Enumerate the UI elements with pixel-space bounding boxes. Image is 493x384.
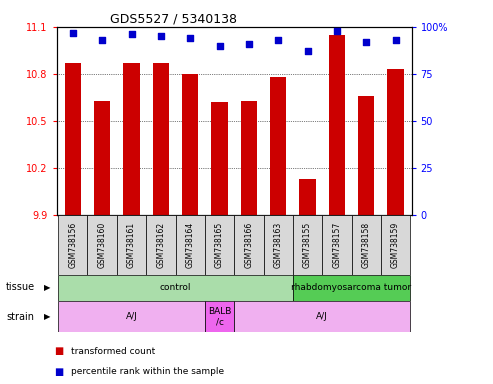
Text: rhabdomyosarcoma tumor: rhabdomyosarcoma tumor — [291, 283, 412, 293]
Point — [157, 33, 165, 40]
Bar — [123, 63, 140, 215]
Bar — [87, 215, 117, 275]
Point — [98, 37, 106, 43]
Point — [304, 48, 312, 55]
Text: GSM738166: GSM738166 — [245, 222, 253, 268]
Text: GSM738162: GSM738162 — [156, 222, 165, 268]
Text: GDS5527 / 5340138: GDS5527 / 5340138 — [110, 13, 237, 26]
Bar — [153, 63, 169, 215]
Text: A/J: A/J — [317, 312, 328, 321]
Text: tissue: tissue — [6, 282, 35, 292]
Text: GSM738165: GSM738165 — [215, 222, 224, 268]
Bar — [234, 215, 264, 275]
Text: GSM738159: GSM738159 — [391, 222, 400, 268]
Point — [245, 41, 253, 47]
Text: GSM738156: GSM738156 — [69, 222, 77, 268]
Point — [186, 35, 194, 41]
Point — [215, 43, 223, 49]
Point — [128, 31, 136, 38]
Bar — [387, 69, 404, 215]
Bar — [234, 301, 410, 332]
Bar — [58, 301, 205, 332]
Text: ▶: ▶ — [43, 283, 50, 292]
Bar — [117, 215, 146, 275]
Point — [362, 39, 370, 45]
Point — [274, 37, 282, 43]
Bar — [205, 215, 234, 275]
Bar — [146, 215, 176, 275]
Bar — [94, 101, 110, 215]
Bar — [211, 102, 228, 215]
Text: ■: ■ — [54, 346, 64, 356]
Text: GSM738155: GSM738155 — [303, 222, 312, 268]
Bar — [299, 179, 316, 215]
Text: transformed count: transformed count — [71, 347, 156, 356]
Bar — [270, 77, 286, 215]
Bar — [293, 275, 410, 301]
Text: control: control — [160, 283, 191, 293]
Bar — [329, 35, 345, 215]
Text: BALB
/c: BALB /c — [208, 307, 231, 326]
Bar — [182, 74, 198, 215]
Text: A/J: A/J — [126, 312, 138, 321]
Bar — [381, 215, 410, 275]
Text: percentile rank within the sample: percentile rank within the sample — [71, 367, 225, 376]
Text: ■: ■ — [54, 367, 64, 377]
Text: strain: strain — [6, 312, 34, 322]
Text: GSM738157: GSM738157 — [332, 222, 341, 268]
Text: GSM738164: GSM738164 — [186, 222, 195, 268]
Text: GSM738163: GSM738163 — [274, 222, 282, 268]
Bar — [205, 301, 234, 332]
Point — [391, 37, 399, 43]
Text: GSM738158: GSM738158 — [362, 222, 371, 268]
Text: GSM738161: GSM738161 — [127, 222, 136, 268]
Bar — [358, 96, 374, 215]
Bar — [58, 275, 293, 301]
Bar — [65, 63, 81, 215]
Point — [69, 30, 77, 36]
Point — [333, 28, 341, 34]
Bar — [58, 215, 87, 275]
Text: GSM738160: GSM738160 — [98, 222, 106, 268]
Bar — [293, 215, 322, 275]
Bar — [264, 215, 293, 275]
Bar — [241, 101, 257, 215]
Bar — [176, 215, 205, 275]
Text: ▶: ▶ — [43, 312, 50, 321]
Bar — [322, 215, 352, 275]
Bar — [352, 215, 381, 275]
